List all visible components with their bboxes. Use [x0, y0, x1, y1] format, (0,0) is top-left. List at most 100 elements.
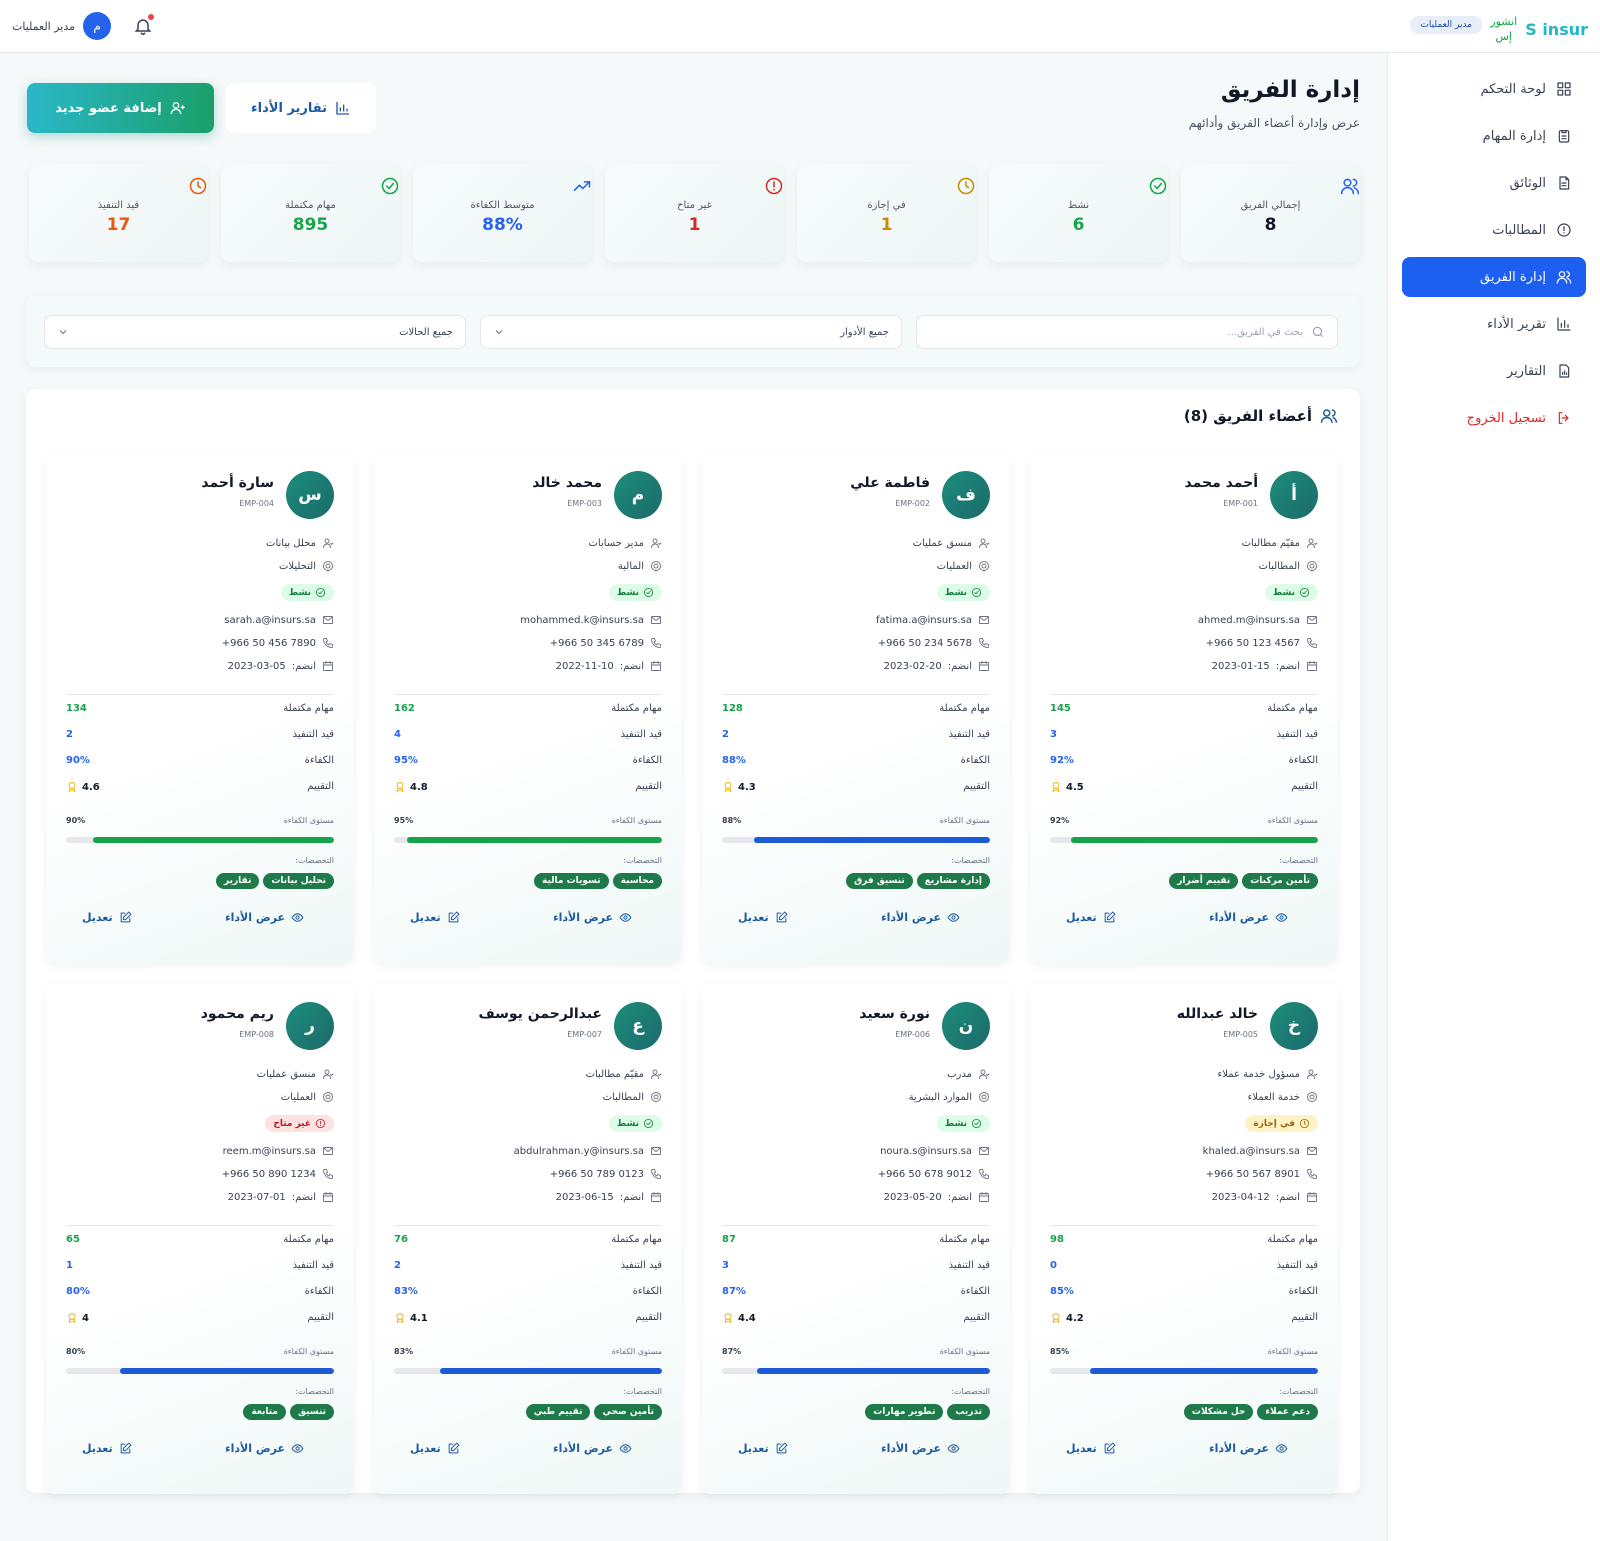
member-joined-row: انضم: 2023-02-20: [884, 660, 990, 672]
efficiency-level-label: مستوى الكفاءة: [283, 1347, 334, 1356]
metric-rating: 4.4: [738, 1312, 756, 1324]
joined-prefix: انضم:: [619, 1191, 644, 1203]
roles-select[interactable]: جميع الأدوار: [480, 315, 902, 349]
search-input[interactable]: بحث في الفريق...: [916, 315, 1338, 349]
view-performance-button[interactable]: عرض الأداء: [553, 911, 632, 924]
metric-completed: 162: [394, 703, 415, 714]
member-department: خدمة العملاء: [1247, 1091, 1300, 1103]
member-role-row: مدرب: [947, 1068, 990, 1080]
edit-member-button[interactable]: تعديل: [410, 1442, 460, 1455]
edit-label: تعديل: [1066, 911, 1097, 924]
building-icon: [978, 560, 990, 572]
grid-icon: [1556, 81, 1572, 97]
efficiency-level-value: 83%: [394, 1347, 414, 1356]
sidebar-item-1[interactable]: إدارة المهام: [1402, 116, 1586, 156]
metric-label: الكفاءة: [304, 755, 334, 766]
team-members-panel: أعضاء الفريق (8) أ أحمد محمد EMP-001 مقيّم …: [26, 389, 1360, 1494]
view-performance-button[interactable]: عرض الأداء: [225, 1442, 304, 1455]
edit-member-button[interactable]: تعديل: [82, 1442, 132, 1455]
sidebar-item-3[interactable]: المطالبات: [1402, 210, 1586, 250]
sidebar-item-label: الوثائق: [1509, 175, 1546, 191]
metric-rating: 4.3: [738, 781, 756, 793]
metric-in_progress: 0: [1050, 1260, 1057, 1271]
view-performance-button[interactable]: عرض الأداء: [553, 1442, 632, 1455]
clipboard-icon: [1556, 128, 1572, 144]
calendar-icon: [650, 1191, 662, 1203]
sidebar-item-6[interactable]: التقارير: [1402, 351, 1586, 391]
view-performance-button[interactable]: عرض الأداء: [1209, 1442, 1288, 1455]
member-email-row: ahmed.m@insurs.sa: [1198, 614, 1318, 626]
specialty-tag: إدارة مشاريع: [916, 873, 990, 889]
team-member-card: أ أحمد محمد EMP-001 مقيّم مطالبات المطالبات ن…: [1030, 453, 1338, 963]
sidebar-item-0[interactable]: لوحة التحكم: [1402, 69, 1586, 109]
member-joined-row: انضم: 2023-03-05: [228, 660, 334, 672]
edit-member-button[interactable]: تعديل: [1066, 911, 1116, 924]
user-menu[interactable]: مدير العمليات م: [12, 12, 112, 40]
specialty-tag: تأمين مركبات: [1242, 873, 1318, 889]
edit-member-button[interactable]: تعديل: [410, 911, 460, 924]
user-plus-icon: [170, 100, 186, 116]
metric-label: قيد التنفيذ: [292, 729, 334, 740]
status-badge: في إجازة: [1245, 1115, 1318, 1132]
metric-label: قيد التنفيذ: [292, 1260, 334, 1271]
metric-in_progress: 1: [66, 1260, 73, 1271]
member-phone-row: +966 50 123 4567: [1206, 637, 1318, 649]
metric-value-in_progress: 2: [722, 729, 729, 740]
metric-rating: 4.2: [1066, 1312, 1084, 1324]
edit-member-button[interactable]: تعديل: [1066, 1442, 1116, 1455]
add-member-button[interactable]: إضافة عضو جديد: [27, 83, 214, 133]
view-performance-label: عرض الأداء: [881, 911, 941, 924]
view-performance-button[interactable]: عرض الأداء: [1209, 911, 1288, 924]
status-badge: نشط: [1264, 584, 1318, 601]
employee-id: EMP-001: [1223, 499, 1258, 508]
sidebar-item-4[interactable]: إدارة الفريق: [1402, 257, 1586, 297]
sidebar-item-label: المطالبات: [1492, 222, 1546, 238]
stat-card: قيد التنفيذ 17: [29, 164, 208, 262]
app-logo[interactable]: S insur انشور إس: [1490, 14, 1588, 44]
edit-label: تعديل: [738, 911, 769, 924]
award-icon: [1050, 1312, 1062, 1324]
member-department-row: المطالبات: [1259, 560, 1318, 572]
specialties-label: التخصصات:: [1279, 1387, 1318, 1396]
member-role-row: منسق عمليات: [913, 537, 990, 549]
view-performance-button[interactable]: عرض الأداء: [881, 911, 960, 924]
member-department: العمليات: [280, 1091, 316, 1103]
member-joined: 2023-04-12: [1211, 1191, 1270, 1203]
stat-value: 1: [880, 215, 893, 235]
sidebar-item-5[interactable]: تقرير الأداء: [1402, 304, 1586, 344]
building-icon: [650, 1091, 662, 1103]
efficiency-level-label: مستوى الكفاءة: [1267, 1347, 1318, 1356]
metric-rating: 4.5: [1066, 781, 1084, 793]
user-icon: [650, 537, 662, 549]
metric-label: التقييم: [635, 781, 662, 792]
member-name: فاطمة علي: [850, 475, 930, 491]
phone-icon: [1306, 637, 1318, 649]
member-department-row: التحليلات: [279, 560, 334, 572]
view-performance-button[interactable]: عرض الأداء: [225, 911, 304, 924]
logout-button[interactable]: تسجيل الخروج: [1402, 398, 1586, 438]
divider: [1050, 694, 1318, 695]
eye-icon: [947, 1442, 960, 1455]
member-email: khaled.a@insurs.sa: [1202, 1145, 1300, 1157]
efficiency-level-label: مستوى الكفاءة: [283, 816, 334, 825]
metric-label: مهام مكتملة: [1267, 1234, 1318, 1245]
sidebar-item-2[interactable]: الوثائق: [1402, 163, 1586, 203]
metric-in_progress: 2: [66, 729, 73, 740]
member-name: ريم محمود: [200, 1006, 274, 1022]
check-circle-icon: [971, 587, 982, 598]
edit-member-button[interactable]: تعديل: [82, 911, 132, 924]
view-performance-button[interactable]: عرض الأداء: [881, 1442, 960, 1455]
performance-reports-button[interactable]: تقارير الأداء: [226, 83, 376, 133]
award-icon: [394, 781, 406, 793]
edit-label: تعديل: [410, 1442, 441, 1455]
status-select[interactable]: جميع الحالات: [44, 315, 466, 349]
edit-member-button[interactable]: تعديل: [738, 1442, 788, 1455]
calendar-icon: [978, 1191, 990, 1203]
edit-member-button[interactable]: تعديل: [738, 911, 788, 924]
eye-icon: [291, 911, 304, 924]
member-joined: 2023-02-20: [883, 660, 942, 672]
metric-label: الكفاءة: [960, 755, 990, 766]
metric-value-efficiency: 80%: [66, 1286, 90, 1297]
member-phone: +966 50 345 6789: [549, 637, 644, 649]
bell-icon[interactable]: [133, 16, 153, 36]
